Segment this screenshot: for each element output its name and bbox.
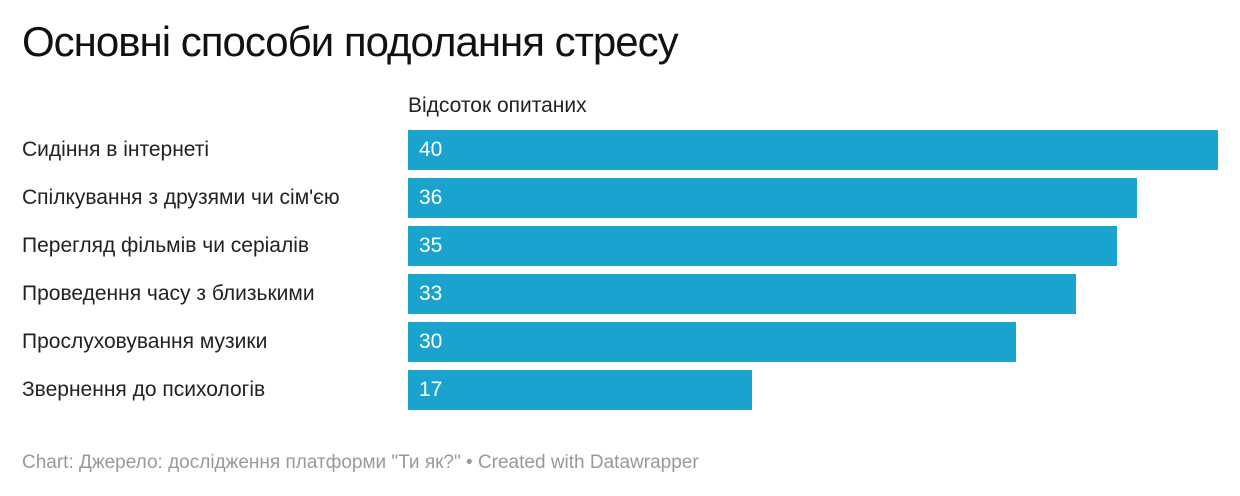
bar-row: Прослуховування музики 30 <box>0 322 1240 362</box>
chart-footer: Chart: Джерело: дослідження платформи "Т… <box>22 452 699 473</box>
category-label: Звернення до психологів <box>22 378 266 401</box>
bar-value-label: 40 <box>419 138 443 161</box>
bar <box>408 178 1137 218</box>
bar <box>408 274 1077 314</box>
category-label: Сидіння в інтернеті <box>22 138 210 161</box>
category-label: Прослуховування музики <box>22 330 268 353</box>
bar-value-label: 17 <box>419 378 443 401</box>
bar <box>408 130 1218 170</box>
bar-row: Перегляд фільмів чи серіалів 35 <box>0 226 1240 266</box>
bar-value-label: 30 <box>419 330 443 353</box>
bar-row: Спілкування з друзями чи сім'єю 36 <box>0 178 1240 218</box>
bar-row: Проведення часу з близькими 33 <box>0 274 1240 314</box>
bar-value-label: 33 <box>419 282 443 305</box>
category-label: Спілкування з друзями чи сім'єю <box>22 186 340 209</box>
bar-value-label: 35 <box>419 234 443 257</box>
chart-title: Основні способи подолання стресу <box>22 18 679 65</box>
bar <box>408 226 1117 266</box>
category-label: Перегляд фільмів чи серіалів <box>22 234 310 257</box>
bar-value-label: 36 <box>419 186 443 209</box>
bar-row: Сидіння в інтернеті 40 <box>0 130 1240 170</box>
bar <box>408 370 753 410</box>
bar-row: Звернення до психологів 17 <box>0 370 1240 410</box>
column-header: Відсоток опитаних <box>408 94 587 117</box>
bar <box>408 322 1016 362</box>
category-label: Проведення часу з близькими <box>22 282 315 305</box>
